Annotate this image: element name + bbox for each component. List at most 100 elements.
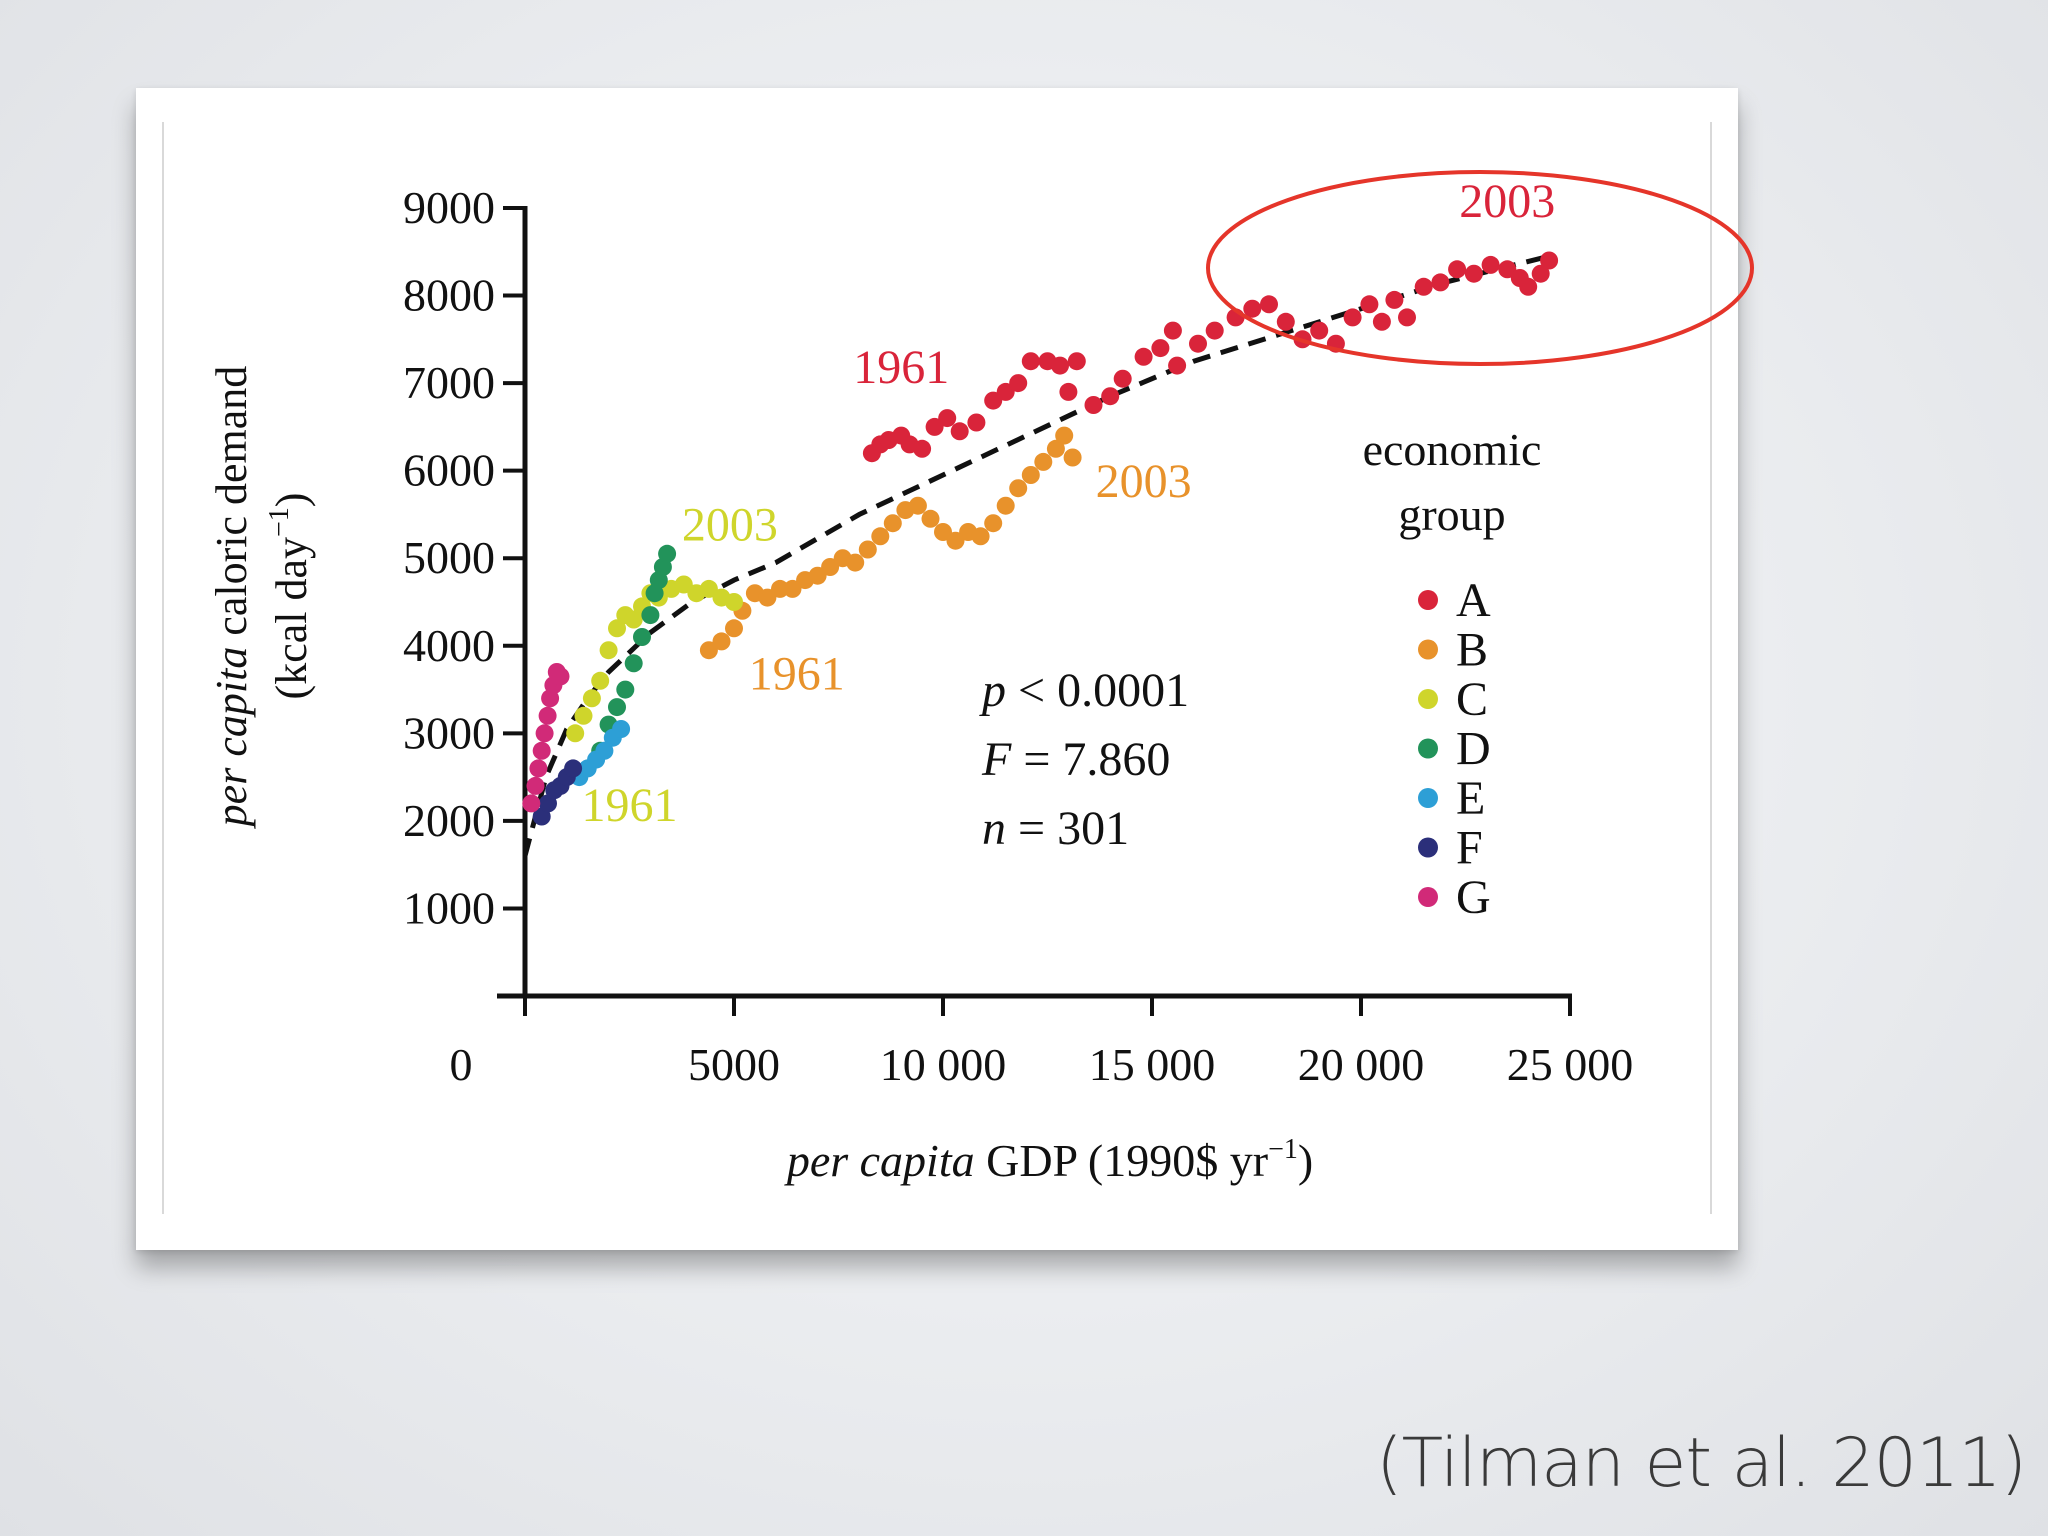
data-point-A — [1189, 334, 1207, 353]
data-point-B — [808, 566, 827, 585]
data-point-A — [984, 391, 1003, 410]
data-point-D — [633, 628, 651, 646]
legend-label-B: B — [1456, 624, 1488, 677]
x-axis-label-close: ) — [1298, 1135, 1313, 1186]
data-point-A — [1360, 295, 1379, 314]
data-point-D — [658, 544, 677, 563]
figure-inner-frame — [162, 122, 1712, 1214]
data-point-A — [1464, 264, 1483, 283]
data-point-A — [1113, 369, 1132, 388]
legend-marker-F — [1418, 837, 1438, 858]
x-ticks: 0 5000 10 000 15 000 20 000 25 000 — [450, 996, 1634, 1090]
legend-label-F: F — [1456, 822, 1483, 875]
data-point-G — [551, 667, 570, 686]
data-point-E — [612, 720, 631, 738]
annotation-1961: 1961 — [853, 341, 949, 394]
legend-label-D: D — [1456, 723, 1491, 776]
y-tick-label: 2000 — [403, 795, 495, 846]
data-point-A — [1151, 339, 1170, 358]
data-point-D — [624, 654, 643, 673]
legend-label-C: C — [1456, 673, 1488, 726]
data-point-G — [538, 706, 557, 725]
data-point-C — [574, 706, 593, 725]
x-axis-label: per capita GDP (1990$ yr−1) — [784, 1134, 1313, 1186]
data-point-A — [1163, 321, 1182, 340]
data-point-A — [1101, 387, 1120, 406]
data-point-G — [526, 776, 545, 795]
legend-marker-D — [1418, 738, 1438, 759]
data-point-A — [1372, 312, 1391, 331]
data-point-B — [846, 553, 865, 572]
data-point-C — [608, 619, 626, 638]
legend-marker-A — [1418, 590, 1438, 610]
data-point-F — [564, 759, 583, 778]
data-point-A — [1243, 299, 1262, 318]
series-E — [570, 720, 631, 787]
annotation-1961: 1961 — [749, 648, 845, 701]
annotation-2003: 2003 — [1459, 175, 1555, 228]
data-point-A — [925, 417, 944, 436]
data-series — [522, 251, 1559, 826]
data-point-A — [1540, 251, 1559, 270]
y-tick-label: 9000 — [403, 182, 495, 233]
y-tick-label: 4000 — [403, 620, 495, 671]
x-tick-label: 25 000 — [1507, 1039, 1634, 1090]
legend-label-A: A — [1456, 574, 1491, 627]
data-point-B — [783, 579, 802, 598]
x-axis-label-rest: GDP (1990$ yr — [975, 1135, 1268, 1186]
data-point-G — [532, 741, 551, 760]
citation: (Tilman et al. 2011) — [1376, 1424, 2027, 1503]
x-tick-label: 5000 — [688, 1039, 780, 1090]
data-point-D — [608, 698, 626, 717]
series-A — [862, 251, 1559, 463]
data-point-B — [871, 527, 890, 546]
stat-n-var: n — [982, 802, 1006, 855]
data-point-C — [582, 689, 601, 708]
data-point-C — [725, 593, 743, 611]
data-point-A — [1260, 295, 1278, 314]
data-point-A — [1343, 308, 1362, 327]
legend-label-E: E — [1456, 772, 1485, 825]
x-axis-label-sup: −1 — [1268, 1134, 1298, 1165]
data-point-A — [1448, 260, 1467, 279]
data-point-B — [996, 496, 1015, 515]
legend-marker-C — [1418, 689, 1438, 709]
data-point-B — [921, 509, 940, 528]
y-axis-unit-close: ) — [267, 493, 316, 508]
data-point-C — [599, 641, 618, 660]
y-axis-unit: (kcal day−1) — [264, 493, 316, 700]
data-point-B — [883, 514, 902, 533]
stat-n-value: = 301 — [1006, 802, 1129, 855]
data-point-G — [529, 759, 548, 778]
stat-F-var: F — [981, 733, 1012, 786]
data-point-C — [624, 610, 643, 629]
legend-label-G: G — [1456, 871, 1491, 924]
data-point-D — [641, 606, 660, 625]
y-axis-label-rest: caloric demand — [207, 366, 256, 647]
data-point-A — [1276, 312, 1295, 331]
data-point-A — [1519, 277, 1538, 296]
legend-marker-B — [1418, 639, 1438, 660]
y-tick-label: 1000 — [403, 882, 495, 933]
series-G — [522, 663, 570, 813]
stat-p-value: < 0.0001 — [1006, 664, 1189, 717]
data-point-C — [566, 724, 585, 743]
data-point-A — [1498, 260, 1517, 279]
series-F — [532, 759, 583, 826]
data-point-B — [1046, 439, 1065, 458]
stat-p-var: p — [979, 664, 1006, 717]
y-axis-label: per capita caloric demand — [207, 366, 256, 830]
stat-p: p < 0.0001 — [979, 664, 1189, 717]
data-point-A — [967, 413, 986, 432]
axes: 1000 2000 3000 4000 5000 6000 7000 8000 9000 0 50… — [403, 182, 1633, 1090]
data-point-B — [984, 514, 1003, 533]
data-point-A — [996, 382, 1015, 401]
data-point-B — [1055, 426, 1074, 445]
data-point-C — [591, 671, 610, 690]
legend-title-line2: group — [1398, 489, 1505, 540]
annotation-2003: 2003 — [682, 499, 778, 552]
highlight-ellipse — [1206, 170, 1754, 366]
data-point-A — [913, 439, 932, 458]
data-point-A — [938, 409, 957, 428]
fit-curve — [522, 253, 1550, 857]
